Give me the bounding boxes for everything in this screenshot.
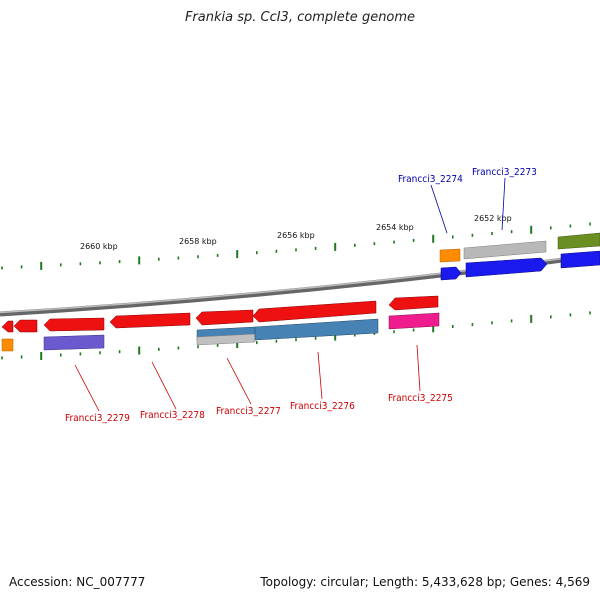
gene-label-2276[interactable]: Francci3_2276	[290, 401, 355, 412]
gene-red-tiny-2[interactable]	[13, 319, 38, 333]
gene-orange-rev[interactable]	[1, 338, 14, 352]
genome-summary-text: Topology: circular; Length: 5,433,628 bp…	[260, 575, 590, 589]
map-title: Frankia sp. CcI3, complete genome	[184, 10, 416, 25]
reverse-genes	[1, 295, 440, 352]
gene-olive-fwd[interactable]	[557, 232, 600, 250]
gene-blue-small-fwd[interactable]	[440, 266, 462, 281]
gene-label-2275[interactable]: Francci3_2275	[388, 393, 453, 404]
accession-text: Accession: NC_007777	[9, 575, 146, 589]
scale-label-2658: 2658 kbp	[179, 237, 217, 246]
gene-label-2274[interactable]: Francci3_2274	[398, 174, 463, 185]
scale-ticks-top	[1, 222, 591, 270]
scale-label-2660: 2660 kbp	[80, 242, 118, 251]
gene-label-2278[interactable]: Francci3_2278	[140, 410, 205, 421]
gene-magenta-rev[interactable]	[388, 312, 440, 330]
gene-red-2276[interactable]	[252, 300, 377, 323]
gene-red-2277[interactable]	[195, 309, 254, 326]
gene-red-2279[interactable]	[43, 317, 105, 332]
label-leaders	[74, 177, 506, 412]
gene-steel-rev-2[interactable]	[254, 318, 379, 341]
gene-red-tiny-1[interactable]	[1, 320, 14, 333]
gene-blue-right-fwd[interactable]	[560, 250, 600, 269]
gene-gray-fwd[interactable]	[463, 240, 547, 260]
gene-label-2279[interactable]: Francci3_2279	[65, 413, 130, 424]
gene-red-2275[interactable]	[388, 295, 439, 311]
gene-label-2277[interactable]: Francci3_2277	[216, 406, 281, 417]
gene-blue-long-fwd[interactable]	[465, 257, 548, 278]
gene-violet-rev[interactable]	[43, 334, 105, 351]
gene-orange-fwd[interactable]	[439, 248, 461, 263]
gene-red-2278[interactable]	[109, 312, 191, 329]
scale-label-2656: 2656 kbp	[277, 231, 315, 240]
gene-silver-rev[interactable]	[196, 333, 256, 346]
scale-label-2652: 2652 kbp	[474, 214, 512, 223]
forward-genes	[439, 232, 600, 281]
scale-label-2654: 2654 kbp	[376, 223, 414, 232]
gene-label-2273[interactable]: Francci3_2273	[472, 167, 537, 178]
